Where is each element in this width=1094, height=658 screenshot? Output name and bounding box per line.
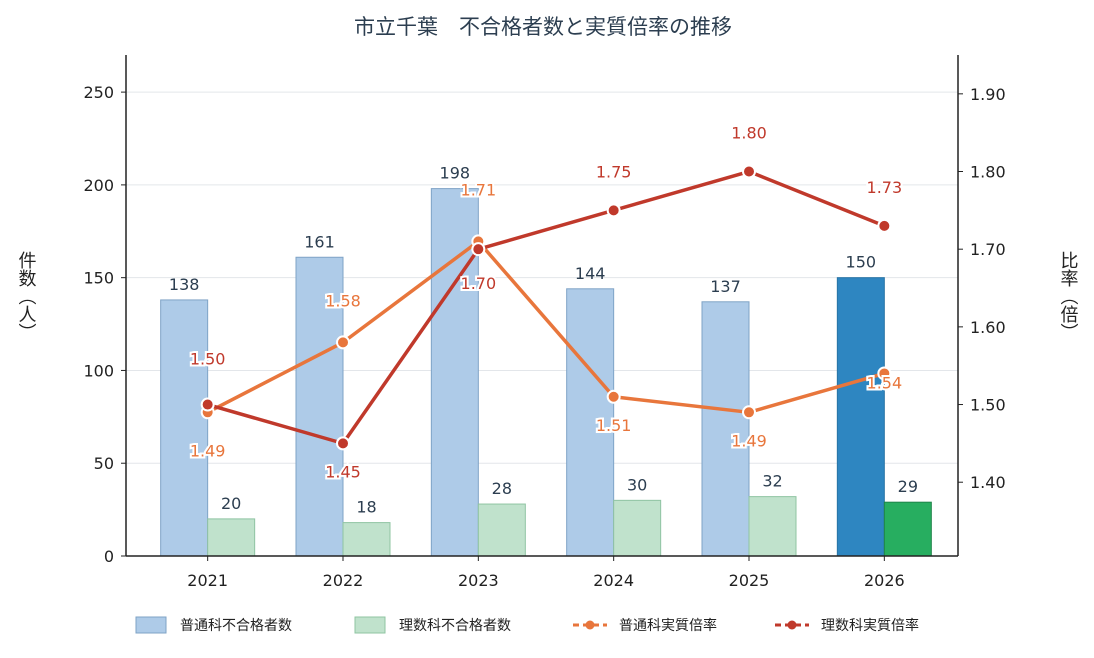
bar-value-label: 137 — [710, 277, 741, 296]
rate-value-label: 1.80 — [731, 124, 767, 143]
grid-lines — [126, 91, 958, 464]
line-futsu-rate — [206, 239, 885, 415]
rate-point — [742, 164, 756, 179]
bar-value-label: 150 — [846, 253, 877, 272]
y-tick-label: 0 — [104, 547, 114, 566]
y-tick-label: 100 — [83, 361, 114, 380]
x-tick-label: 2024 — [593, 571, 634, 590]
rate-point — [742, 405, 756, 420]
y2-tick-label: 1.40 — [970, 473, 1006, 492]
legend-label: 理数科実質倍率 — [821, 617, 919, 634]
rate-value-label: 1.50 — [190, 350, 226, 369]
y2-tick-label: 1.60 — [970, 318, 1006, 337]
legend-label: 普通科不合格者数 — [180, 618, 292, 634]
legend-swatch — [354, 616, 386, 634]
x-tick-label: 2025 — [729, 571, 770, 590]
y2-axis-label: 比率（倍） — [1058, 251, 1079, 341]
rate-point — [200, 397, 215, 412]
bars — [160, 188, 932, 557]
rate-value-label: 1.58 — [325, 291, 361, 310]
legend-swatch — [135, 616, 167, 634]
legend-label: 理数科不合格者数 — [399, 618, 511, 634]
bar-futsu — [836, 277, 885, 557]
rate-point — [877, 218, 892, 233]
bar-risu — [207, 518, 256, 557]
rate-value-label: 1.75 — [596, 162, 632, 181]
y-axis-label: 件数（人） — [16, 251, 37, 341]
rate-value-label: 1.71 — [461, 180, 497, 199]
legend: 普通科不合格者数 理数科不合格者数 普通科実質倍率 理数科実質倍率 — [135, 616, 919, 634]
legend-marker — [585, 620, 595, 630]
rate-value-label: 1.51 — [596, 416, 632, 435]
bar-value-label: 144 — [575, 264, 606, 283]
axes: 0 50 100 150 200 250 1.40 1.50 1.60 1.70 1.80 1.90 2… — [83, 55, 1006, 590]
bar-risu — [748, 496, 797, 557]
rate-point — [877, 366, 892, 381]
x-tick-label: 2026 — [864, 571, 905, 590]
rate-value-label: 1.73 — [867, 178, 903, 197]
bar-value-label: 28 — [492, 479, 512, 498]
rate-point — [471, 242, 486, 257]
y-tick-label: 250 — [83, 83, 114, 102]
y2-tick-label: 1.70 — [970, 240, 1006, 259]
rate-point — [606, 389, 621, 404]
bar-value-label: 29 — [898, 477, 918, 496]
bar-futsu — [701, 301, 750, 557]
x-tick-label: 2021 — [187, 571, 228, 590]
bar-value-label: 138 — [169, 275, 200, 294]
y2-tick-label: 1.80 — [970, 163, 1006, 182]
data-labels: 138 161 198 144 137 150 20 18 28 30 32 29 1.49 1.58 1.… — [169, 122, 918, 517]
bar-value-label: 32 — [762, 472, 782, 491]
rate-point — [336, 436, 350, 451]
bar-risu — [883, 501, 932, 557]
line-risu-rate — [207, 169, 885, 446]
bar-risu — [613, 499, 662, 557]
bar-risu — [477, 503, 526, 557]
y-tick-label: 150 — [83, 269, 114, 288]
x-tick-label: 2023 — [458, 571, 499, 590]
y2-tick-label: 1.50 — [970, 396, 1006, 415]
bar-value-label: 161 — [304, 232, 335, 251]
rate-value-label: 1.45 — [325, 462, 361, 481]
rate-value-label: 1.70 — [461, 274, 497, 293]
rate-point — [336, 335, 350, 350]
bar-value-label: 198 — [440, 164, 471, 183]
y-tick-label: 200 — [83, 176, 114, 195]
bar-value-label: 30 — [627, 475, 647, 494]
legend-label: 普通科実質倍率 — [619, 617, 717, 634]
y2-tick-label: 1.90 — [970, 85, 1006, 104]
rate-value-label: 1.49 — [190, 441, 226, 460]
bar-futsu — [295, 256, 344, 557]
bar-value-label: 18 — [356, 498, 376, 517]
legend-marker — [787, 620, 797, 630]
bar-risu — [342, 522, 391, 557]
bar-futsu — [430, 188, 479, 557]
bar-futsu — [160, 299, 209, 557]
rate-value-label: 1.49 — [731, 431, 767, 450]
rate-point — [606, 203, 621, 218]
rate-value-label: 1.54 — [867, 373, 903, 392]
bar-value-label: 20 — [221, 494, 241, 513]
chart-title: 市立千葉 不合格者数と実質倍率の推移 — [354, 15, 732, 39]
rate-lines — [200, 164, 892, 451]
y-tick-label: 50 — [94, 454, 114, 473]
x-tick-label: 2022 — [323, 571, 364, 590]
